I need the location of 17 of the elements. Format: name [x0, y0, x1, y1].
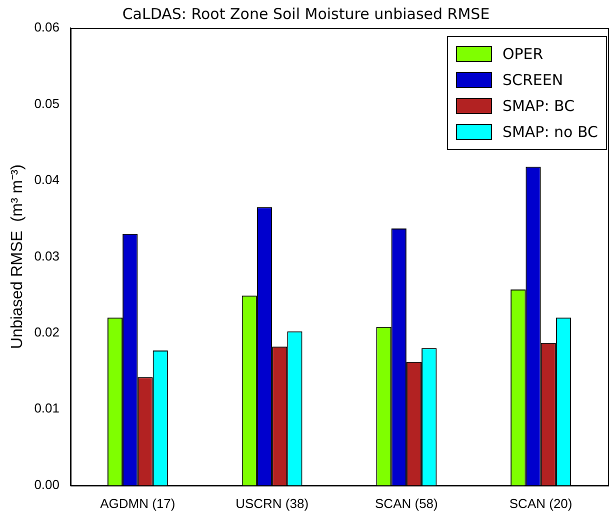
y-tick-label: 0.03: [34, 248, 60, 264]
x-tick-label: USCRN (38): [236, 496, 309, 511]
y-tick-label: 0.02: [34, 324, 60, 340]
y-tick-label: 0.06: [34, 20, 60, 35]
y-tick-label: 0.00: [34, 476, 60, 492]
legend-label: SMAP: no BC: [502, 123, 598, 141]
x-tick-label: SCAN (20): [509, 496, 572, 511]
y-axis-title: Unbiased RMSE (m³ m⁻³): [9, 164, 26, 349]
y-tick-label: 0.04: [34, 172, 60, 188]
y-tick-label: 0.05: [34, 96, 60, 111]
chart-title: CaLDAS: Root Zone Soil Moisture unbiased RMSE: [122, 4, 490, 23]
legend-label: SCREEN: [502, 71, 564, 89]
legend-label: OPER: [502, 45, 544, 63]
legend-label: SMAP: BC: [502, 97, 575, 115]
x-tick-label: AGDMN (17): [100, 496, 176, 511]
x-tick-label: SCAN (58): [375, 496, 438, 511]
y-tick-label: 0.01: [34, 400, 60, 416]
